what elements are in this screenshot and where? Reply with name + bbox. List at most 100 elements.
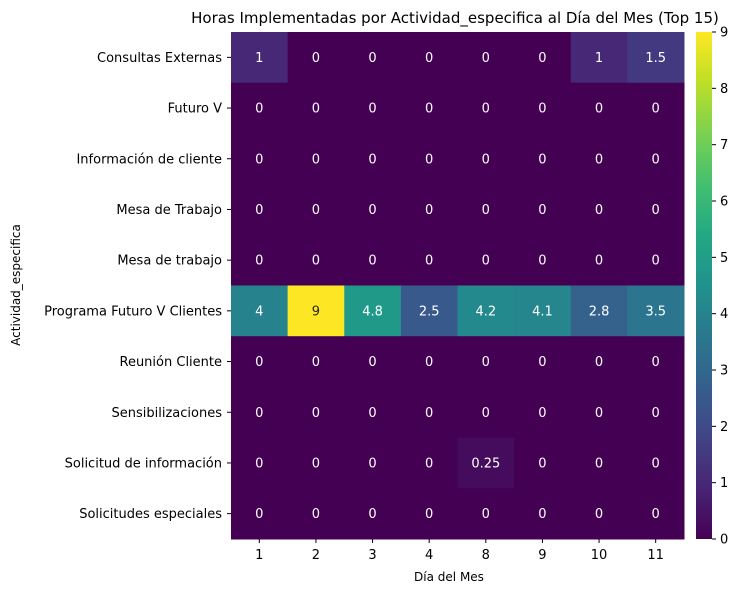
heatmap-cell [400,386,458,439]
cell-value-label: 0 [595,406,603,421]
cell-value-label: 0 [255,254,263,269]
x-tick-label: 9 [538,548,546,563]
cell-value-label: 0 [652,406,660,421]
heatmap-cell [570,386,628,439]
cell-value-label: 2.8 [589,304,610,319]
cell-value-label: 0 [368,355,376,370]
cell-value-label: 0 [482,203,490,218]
cell-value-label: 0 [312,51,320,66]
heatmap-cell [400,437,458,489]
heatmap-cell [287,488,345,540]
cell-value-label: 0 [255,406,263,421]
heatmap-cell [287,336,345,388]
heatmap-cell [400,336,458,388]
cell-value-label: 4.1 [532,304,553,319]
cell-value-label: 0 [368,456,376,471]
heatmap-cell [231,336,289,388]
heatmap-cell [400,82,458,134]
heatmap-cell [287,386,345,439]
cell-value-label: 0 [312,152,320,167]
chart-title: Horas Implementadas por Actividad_especi… [191,9,719,28]
heatmap-cell [400,234,458,286]
heatmap-cell [287,285,345,337]
heatmap-cell [457,386,515,439]
heatmap-cell [231,285,289,337]
y-tick-label: Reunión Cliente [120,355,223,370]
heatmap-cell [400,32,458,84]
cell-value-label: 0 [652,152,660,167]
heatmap-cell [627,234,685,286]
cell-value-label: 0 [312,203,320,218]
cell-value-label: 0 [368,507,376,522]
heatmap-cell [570,437,628,489]
cell-value-label: 0 [255,152,263,167]
cell-annotations: 1 0 0 0 0 0 1 1.5 0 0 0 0 0 0 0 0 0 0 0 0 0 0 0 0 0 0 0 0 0 0 0 0 0 0 0 0 0 0… [255,51,666,522]
heatmap-cell [627,184,685,236]
cell-value-label: 0 [538,254,546,269]
cell-value-label: 9 [312,304,320,319]
cell-value-label: 0 [538,203,546,218]
colorbar-tick-label: 2 [720,420,728,435]
heatmap-cell [231,82,289,134]
cell-value-label: 0 [595,254,603,269]
heatmap-cell [344,184,402,236]
colorbar-tick-label: 3 [720,364,728,379]
cell-value-label: 0 [652,102,660,117]
cell-value-label: 0 [368,102,376,117]
heatmap-cell [570,285,628,337]
heatmap-cell [344,82,402,134]
cell-value-label: 0 [482,507,490,522]
x-tick-label: 1 [255,548,263,563]
cell-value-label: 0 [425,406,433,421]
cell-value-label: 0 [538,355,546,370]
heatmap-cell [231,488,289,540]
cell-value-label: 0 [652,507,660,522]
cell-value-label: 0 [538,51,546,66]
cell-value-label: 4.2 [475,304,496,319]
heatmap-cell [514,133,572,185]
cell-value-label: 0 [482,406,490,421]
cell-value-label: 0 [368,254,376,269]
cell-value-label: 0 [652,254,660,269]
cell-value-label: 1 [255,51,263,66]
cell-value-label: 0 [425,51,433,66]
heatmap-cell [514,488,572,540]
heatmap-cell [287,234,345,286]
cell-value-label: 0 [368,51,376,66]
heatmap-cell [570,184,628,236]
cell-value-label: 0 [482,355,490,370]
x-axis-label: Día del Mes [414,570,484,584]
colorbar-tick-label: 7 [720,138,728,153]
cell-value-label: 0 [595,152,603,167]
heatmap-cell [570,133,628,185]
cell-value-label: 0 [482,254,490,269]
heatmap-cell [457,488,515,540]
x-tick-label: 4 [425,548,433,563]
heatmap-cell [627,133,685,185]
heatmap-cell [457,234,515,286]
heatmap-cell [514,234,572,286]
heatmap-cells [231,32,685,540]
cell-value-label: 0 [538,406,546,421]
y-tick-label: Sensibilizaciones [112,406,223,421]
cell-value-label: 0 [482,51,490,66]
heatmap-cell [627,437,685,489]
colorbar-tick-label: 8 [720,82,728,97]
cell-value-label: 0 [425,102,433,117]
cell-value-label: 0 [595,355,603,370]
cell-value-label: 1 [595,51,603,66]
heatmap-cell [570,488,628,540]
cell-value-label: 0 [538,507,546,522]
heatmap-cell [400,488,458,540]
heatmap-cell [627,82,685,134]
colorbar-tick-label: 0 [720,533,728,548]
colorbar-tick-label: 9 [720,26,728,41]
heatmap-cell [457,184,515,236]
heatmap-cell [514,336,572,388]
heatmap-cell [231,437,289,489]
cell-value-label: 0.25 [471,456,500,471]
heatmap-cell [344,285,402,337]
heatmap-cell [231,386,289,439]
cell-value-label: 0 [255,102,263,117]
